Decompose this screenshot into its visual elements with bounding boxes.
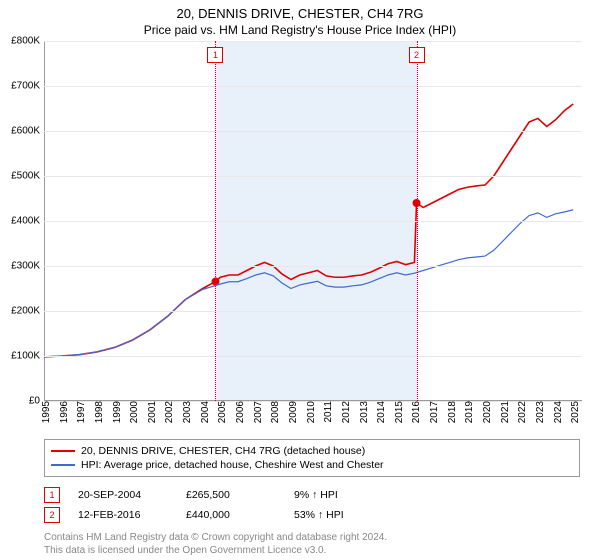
y-gridline	[44, 266, 582, 267]
transaction-vline	[417, 41, 418, 401]
transaction-date: 12-FEB-2016	[78, 509, 168, 521]
legend-item-hpi: HPI: Average price, detached house, Ches…	[51, 458, 573, 472]
x-tick-label: 1996	[59, 401, 70, 423]
x-tick-label: 2000	[129, 401, 140, 423]
transaction-marker: 1	[44, 487, 60, 503]
x-tick-label: 2020	[482, 401, 493, 423]
y-tick-label: £700K	[11, 81, 44, 92]
transaction-row: 2 12-FEB-2016 £440,000 53% ↑ HPI	[44, 505, 580, 525]
x-tick-label: 2013	[359, 401, 370, 423]
x-tick-label: 2014	[376, 401, 387, 423]
chart-subtitle: Price paid vs. HM Land Registry's House …	[0, 21, 600, 41]
y-gridline	[44, 221, 582, 222]
transaction-marker: 2	[44, 507, 60, 523]
chart-title: 20, DENNIS DRIVE, CHESTER, CH4 7RG	[0, 0, 600, 21]
transaction-price: £440,000	[186, 509, 276, 521]
y-gridline	[44, 176, 582, 177]
x-tick-label: 2021	[500, 401, 511, 423]
transaction-vline	[215, 41, 216, 401]
x-tick-label: 2007	[253, 401, 264, 423]
y-gridline	[44, 41, 582, 42]
x-tick-label: 2009	[288, 401, 299, 423]
x-tick-label: 2015	[394, 401, 405, 423]
transaction-marker: 1	[207, 47, 223, 63]
arrow-up-icon: ↑	[312, 489, 317, 501]
transaction-date: 20-SEP-2004	[78, 489, 168, 501]
y-tick-label: £200K	[11, 306, 44, 317]
transaction-row: 1 20-SEP-2004 £265,500 9% ↑ HPI	[44, 485, 580, 505]
x-tick-label: 2010	[306, 401, 317, 423]
footer-attribution: Contains HM Land Registry data © Crown c…	[44, 531, 580, 557]
chart-plot-area: £0£100K£200K£300K£400K£500K£600K£700K£80…	[44, 41, 582, 401]
x-tick-label: 2019	[464, 401, 475, 423]
x-tick-label: 2003	[182, 401, 193, 423]
transaction-delta: 9% ↑ HPI	[294, 489, 384, 501]
x-tick-label: 2017	[429, 401, 440, 423]
x-tick-label: 2001	[147, 401, 158, 423]
legend: 20, DENNIS DRIVE, CHESTER, CH4 7RG (deta…	[44, 439, 580, 477]
x-tick-label: 2002	[164, 401, 175, 423]
y-gridline	[44, 356, 582, 357]
x-tick-label: 2005	[217, 401, 228, 423]
transaction-delta: 53% ↑ HPI	[294, 509, 384, 521]
x-tick-label: 2012	[341, 401, 352, 423]
y-tick-label: £600K	[11, 126, 44, 137]
x-tick-label: 2004	[200, 401, 211, 423]
x-tick-label: 2024	[553, 401, 564, 423]
y-gridline	[44, 131, 582, 132]
y-gridline	[44, 86, 582, 87]
x-tick-label: 1995	[41, 401, 52, 423]
arrow-up-icon: ↑	[318, 509, 323, 521]
x-tick-label: 2016	[411, 401, 422, 423]
y-tick-label: £800K	[11, 36, 44, 47]
x-tick-label: 2018	[447, 401, 458, 423]
legend-item-price-paid: 20, DENNIS DRIVE, CHESTER, CH4 7RG (deta…	[51, 444, 573, 458]
x-tick-label: 2023	[535, 401, 546, 423]
legend-swatch	[51, 464, 75, 466]
x-tick-label: 2025	[570, 401, 581, 423]
x-tick-label: 2011	[323, 401, 334, 423]
series-price_paid	[44, 104, 573, 357]
y-tick-label: £300K	[11, 261, 44, 272]
x-tick-label: 2022	[517, 401, 528, 423]
y-gridline	[44, 311, 582, 312]
y-tick-label: £100K	[11, 351, 44, 362]
x-tick-label: 1997	[76, 401, 87, 423]
x-tick-label: 2006	[235, 401, 246, 423]
x-tick-label: 1999	[112, 401, 123, 423]
transaction-price: £265,500	[186, 489, 276, 501]
x-tick-label: 1998	[94, 401, 105, 423]
x-tick-label: 2008	[270, 401, 281, 423]
y-tick-label: £400K	[11, 216, 44, 227]
transactions-table: 1 20-SEP-2004 £265,500 9% ↑ HPI 2 12-FEB…	[44, 485, 580, 525]
legend-label: 20, DENNIS DRIVE, CHESTER, CH4 7RG (deta…	[81, 445, 365, 457]
legend-label: HPI: Average price, detached house, Ches…	[81, 459, 384, 471]
y-tick-label: £500K	[11, 171, 44, 182]
series-hpi	[44, 210, 573, 357]
legend-swatch	[51, 450, 75, 452]
transaction-marker: 2	[409, 47, 425, 63]
